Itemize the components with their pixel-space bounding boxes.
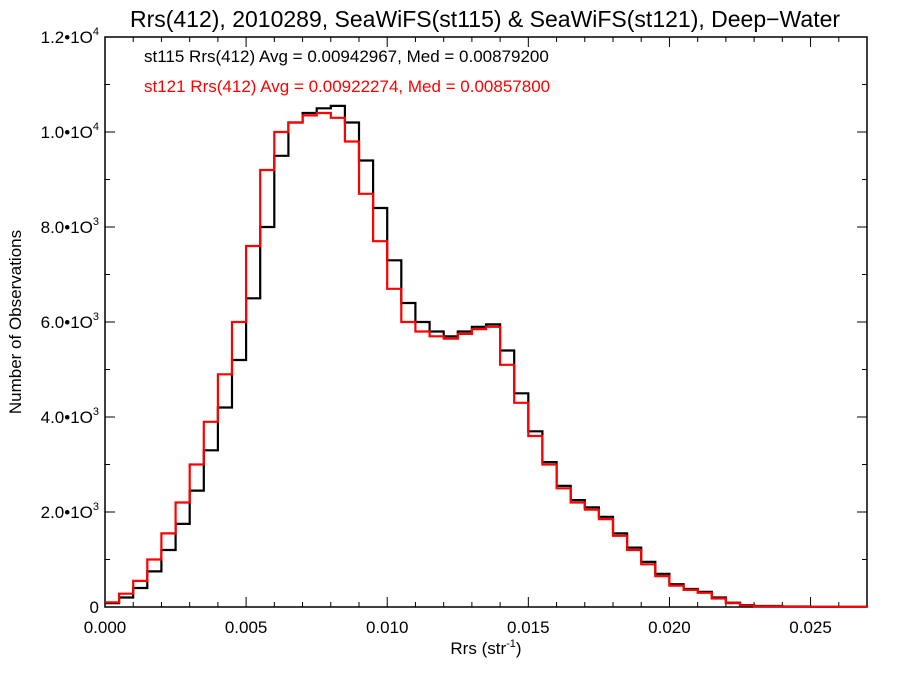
y-tick-label-base: 1.2•1O (41, 28, 93, 47)
y-axis: 02.0•1O34.0•1O36.0•1O38.0•1O31.0•1O41.2•… (41, 26, 867, 617)
y-tick-label-exponent: 4 (93, 26, 99, 38)
y-tick-label-exponent: 4 (93, 121, 99, 133)
x-axis-label-close: ) (516, 639, 522, 658)
series-line-st121 (105, 111, 869, 608)
y-tick-label-base: 1.0•1O (41, 123, 93, 142)
y-tick-label-base: 0 (90, 598, 99, 617)
x-axis-label: Rrs (str-1) (450, 638, 521, 658)
y-tick-label-exponent: 3 (93, 311, 99, 323)
y-tick-label-base: 4.0•1O (41, 408, 93, 427)
x-tick-label: 0.025 (789, 618, 832, 637)
plot-area-frame (104, 36, 868, 608)
legend-entry-st115: st115 Rrs(412) Avg = 0.00942967, Med = 0… (144, 47, 549, 66)
y-tick-label-base: 2.0•1O (41, 503, 93, 522)
x-axis: 0.000 0.005 0.010 0.015 0.020 0.025 (84, 37, 868, 637)
y-tick-label-exponent: 3 (93, 406, 99, 418)
y-tick-label-exponent: 3 (93, 501, 99, 513)
y-tick-label: 0 (90, 598, 99, 617)
y-axis-label: Number of Observations (6, 230, 25, 414)
y-tick-label-exponent: 3 (93, 216, 99, 228)
x-tick-label: 0.020 (648, 618, 691, 637)
x-tick-label: 0.005 (225, 618, 268, 637)
y-tick-label: 6.0•1O3 (41, 311, 99, 332)
series-layer (105, 104, 869, 608)
chart-title: Rrs(412), 2010289, SeaWiFS(st115) & SeaW… (130, 6, 840, 32)
y-tick-label: 1.2•1O4 (41, 26, 99, 47)
x-axis-label-exponent: -1 (506, 638, 516, 650)
y-tick-label-base: 6.0•1O (41, 313, 93, 332)
y-tick-label-base: 8.0•1O (41, 218, 93, 237)
x-tick-label: 0.000 (84, 618, 127, 637)
y-tick-label: 8.0•1O3 (41, 216, 99, 237)
legend-entry-st121: st121 Rrs(412) Avg = 0.00922274, Med = 0… (144, 77, 550, 96)
x-tick-label: 0.010 (366, 618, 409, 637)
x-axis-label-main: Rrs (str (450, 639, 506, 658)
x-tick-label: 0.015 (507, 618, 550, 637)
y-tick-label: 4.0•1O3 (41, 406, 99, 427)
y-tick-label: 1.0•1O4 (41, 121, 99, 142)
series-line-st115 (105, 104, 869, 608)
y-tick-label: 2.0•1O3 (41, 501, 99, 522)
